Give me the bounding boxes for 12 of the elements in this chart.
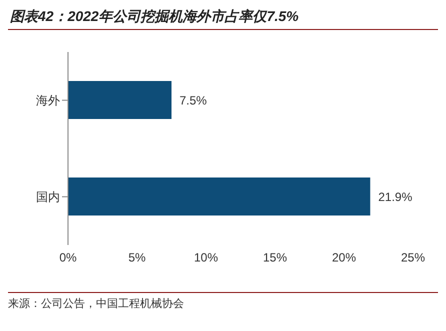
source-note: 来源：公司公告，中国工程机械协会 [8, 296, 185, 311]
x-tick-label: 0% [59, 250, 77, 265]
data-label: 7.5% [180, 93, 208, 108]
x-tick-label: 20% [332, 250, 356, 265]
x-tick-label: 5% [128, 250, 146, 265]
y-tick-label: 海外 [36, 94, 60, 108]
y-tick-label: 国内 [36, 190, 60, 204]
x-tick-label: 10% [194, 250, 218, 265]
data-label: 21.9% [378, 190, 413, 204]
x-tick-label: 15% [262, 250, 288, 265]
chart-title: 图表42：2022年公司挖掘机海外市占率仅7.5% [8, 8, 438, 30]
x-tick-label: 25% [400, 250, 426, 265]
